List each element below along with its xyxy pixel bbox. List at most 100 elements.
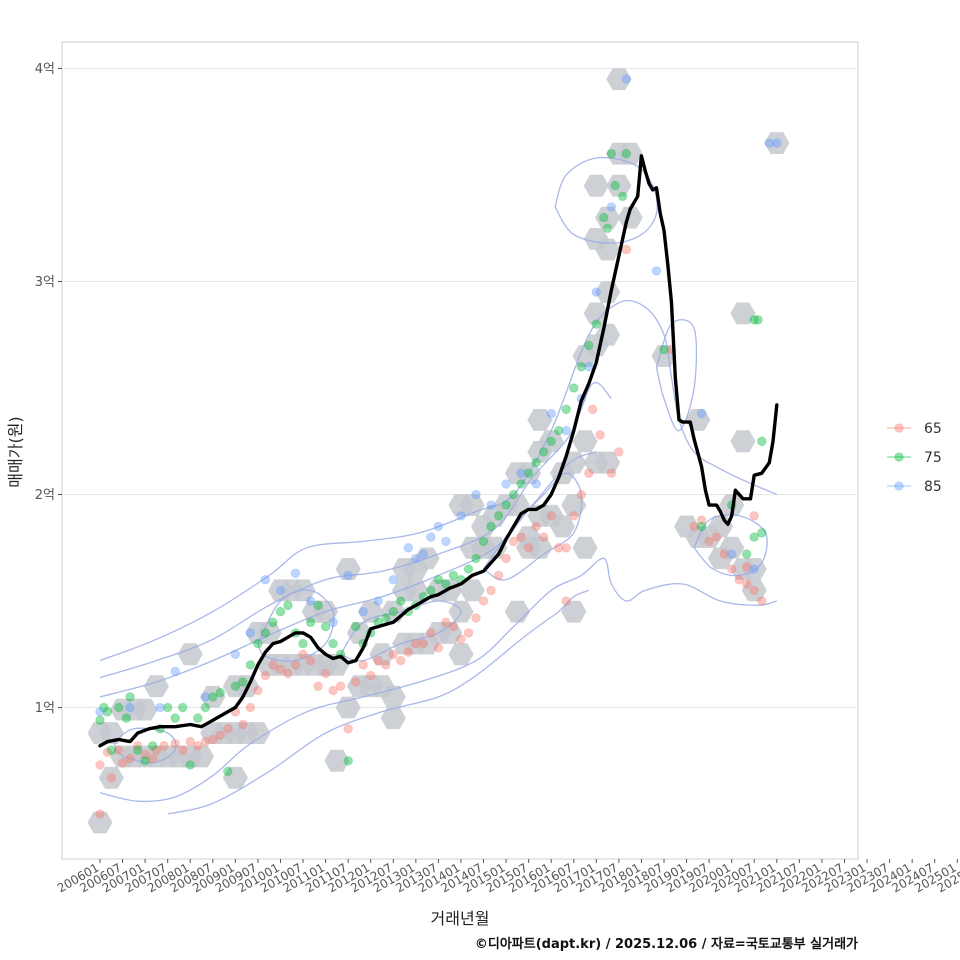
hexbin-96 [595, 451, 621, 474]
point-75-18 [208, 692, 218, 702]
point-75-12 [162, 702, 173, 713]
point-75-47 [426, 585, 436, 596]
point-65-4 [114, 745, 124, 755]
point-75-34 [328, 638, 338, 649]
point-65-82 [749, 585, 760, 596]
point-65-60 [531, 521, 542, 532]
point-85-37 [696, 408, 707, 419]
hexbin-layer [87, 68, 790, 834]
point-65-15 [193, 741, 203, 751]
hexbin-23 [245, 722, 271, 744]
point-65-67 [584, 468, 594, 479]
point-75-27 [275, 606, 286, 617]
hexbin-87 [527, 409, 553, 431]
point-75-19 [215, 687, 226, 698]
point-75-55 [486, 521, 496, 532]
point-85-15 [373, 596, 384, 606]
point-65-83 [757, 596, 767, 606]
point-65-31 [313, 681, 323, 692]
point-75-78 [753, 315, 763, 325]
hexbin-110 [606, 68, 632, 91]
point-85-9 [275, 585, 286, 596]
point-75-58 [508, 489, 519, 500]
point-65-37 [358, 660, 369, 670]
point-75-1 [95, 715, 105, 726]
point-75-4 [106, 745, 117, 755]
point-85-4 [170, 666, 180, 677]
point-75-43 [396, 596, 406, 606]
hexbin-91 [572, 536, 598, 559]
point-65-28 [290, 660, 301, 670]
point-85-17 [403, 543, 414, 553]
point-65-63 [553, 543, 564, 553]
point-65-23 [253, 685, 263, 696]
point-85-39 [749, 564, 760, 574]
point-75-70 [599, 212, 609, 223]
point-65-25 [268, 660, 278, 670]
hexbin-2 [98, 766, 124, 789]
point-65-49 [448, 621, 459, 632]
point-65-2 [102, 747, 113, 758]
point-75-26 [268, 617, 278, 628]
point-65-24 [260, 670, 271, 681]
trend-line-layer [98, 154, 779, 748]
point-75-37 [350, 621, 361, 632]
point-65-56 [501, 553, 511, 564]
point-65-7 [132, 741, 143, 751]
point-75-69 [591, 319, 602, 329]
density-contour-5 [167, 589, 590, 815]
hexbin-104 [606, 174, 632, 197]
point-85-6 [230, 649, 241, 660]
hexbin-109 [617, 206, 643, 229]
point-65-80 [734, 574, 745, 585]
point-65-47 [433, 643, 444, 653]
point-85-26 [501, 479, 511, 489]
point-65-55 [493, 570, 504, 581]
hexbin-92 [561, 600, 587, 623]
point-65-72 [621, 244, 632, 255]
y-axis: 1억 2억 3억 4억 [35, 62, 62, 716]
point-65-42 [396, 655, 406, 666]
point-85-22 [441, 536, 451, 547]
point-65-59 [523, 543, 534, 553]
point-75-56 [493, 511, 504, 521]
y-tick-label-4: 4억 [35, 62, 55, 77]
point-85-33 [591, 287, 602, 297]
point-65-41 [388, 649, 399, 660]
y-axis-title: 매매가(원) [6, 416, 25, 487]
point-65-66 [576, 489, 587, 500]
point-65-1 [95, 760, 105, 770]
hexbin-64 [459, 579, 485, 602]
legend-swatch-65 [894, 423, 904, 433]
point-65-62 [546, 511, 557, 521]
point-75-66 [569, 383, 579, 393]
point-85-30 [561, 425, 572, 436]
point-75-42 [388, 606, 399, 617]
point-65-48 [441, 617, 451, 628]
density-contour-12 [482, 472, 583, 581]
point-65-12 [170, 738, 180, 749]
point-65-27 [283, 668, 293, 679]
point-75-68 [584, 340, 594, 351]
point-85-8 [260, 574, 271, 585]
density-contour-8 [693, 514, 768, 577]
legend-swatch-75 [894, 452, 904, 462]
point-75-36 [343, 756, 354, 766]
point-75-9 [140, 756, 150, 766]
point-85-41 [772, 138, 782, 148]
point-65-21 [238, 719, 248, 730]
point-65-26 [275, 664, 286, 675]
point-65-45 [418, 638, 429, 649]
legend-swatch-85 [894, 481, 904, 491]
point-85-34 [606, 202, 617, 212]
point-85-28 [531, 479, 542, 489]
hexbin-100 [583, 302, 609, 325]
plot-panel [61, 41, 859, 860]
point-75-7 [125, 692, 135, 702]
point-65-61 [538, 532, 549, 542]
point-85-19 [418, 549, 429, 559]
y-tick-label-1: 1억 [35, 701, 55, 716]
point-65-19 [223, 724, 233, 734]
point-75-73 [610, 180, 620, 191]
